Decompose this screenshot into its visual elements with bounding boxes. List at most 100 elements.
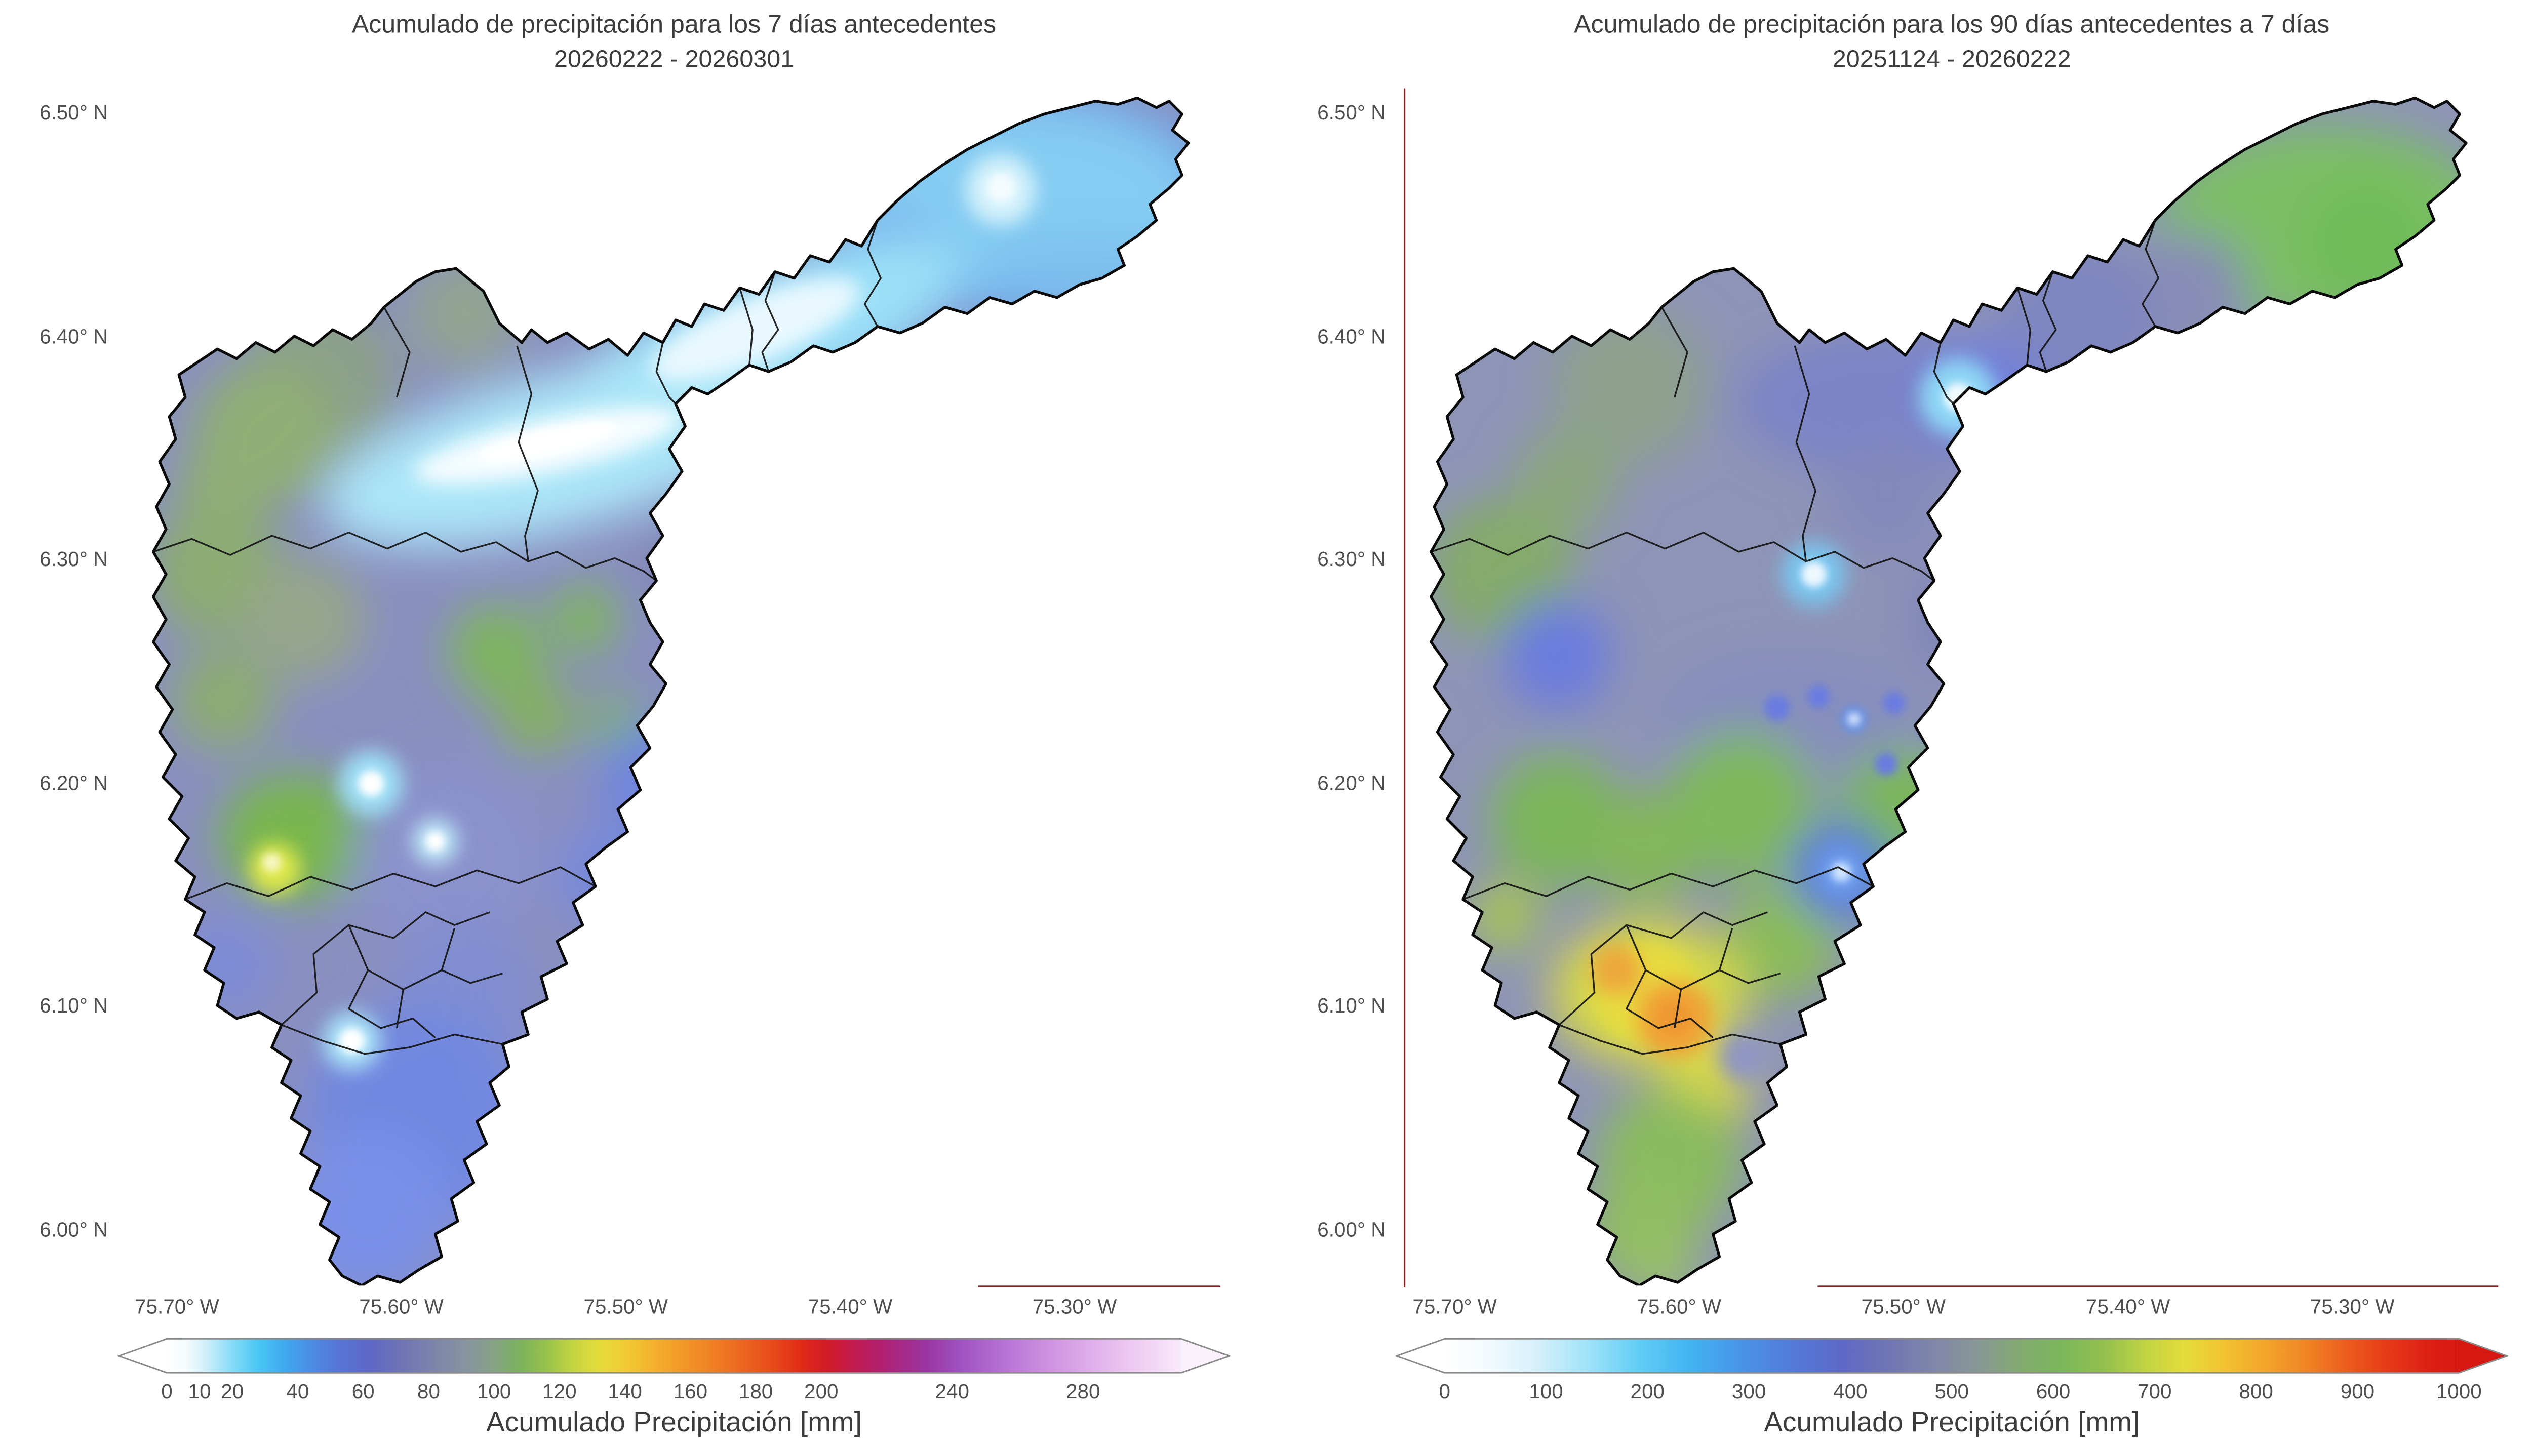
axis-spine-bottom — [1817, 1285, 2499, 1287]
field-blob — [1848, 713, 1860, 725]
colorbar-label: Acumulado Precipitación [mm] — [486, 1406, 862, 1438]
colorbar-label: Acumulado Precipitación [mm] — [1764, 1406, 2140, 1438]
y-tick-label: 6.20° N — [1317, 771, 1386, 795]
field-blob — [549, 584, 620, 655]
field-blob — [643, 526, 734, 617]
x-tick-label: 75.70° W — [135, 1295, 219, 1318]
field-blob — [1998, 241, 2159, 402]
y-tick-label: 6.10° N — [39, 995, 108, 1018]
panel-title: Acumulado de precipitación para los 7 dí… — [351, 11, 997, 39]
field-blob — [1630, 1239, 1694, 1286]
x-tick-label: 75.60° W — [1637, 1295, 1722, 1318]
field-blob — [977, 238, 1189, 309]
y-tick-label: 6.50° N — [1317, 101, 1386, 125]
field-blob — [175, 917, 272, 1014]
field-blob — [1801, 561, 1827, 587]
y-tick-label: 6.40° N — [39, 325, 108, 348]
colorbar-tick-label: 400 — [1833, 1380, 1868, 1403]
axis-spine-left — [1403, 88, 1406, 1287]
colorbar-over-arrow — [1181, 1338, 1231, 1374]
y-tick-label: 6.00° N — [1317, 1218, 1386, 1241]
panel-title: Acumulado de precipitación para los 90 d… — [1574, 11, 2330, 39]
field-blob — [2303, 177, 2431, 306]
colorbar-tick-label: 0 — [1439, 1380, 1450, 1403]
field-blob — [1553, 308, 1707, 464]
colorbar-tick-label: 280 — [1066, 1380, 1100, 1403]
colorbar-tick-label: 200 — [1630, 1380, 1665, 1403]
x-axis-tick-labels: 75.70° W 75.60° W 75.50° W 75.40° W 75.30° W — [1405, 1296, 2498, 1322]
colorbar-tick-label: 140 — [608, 1380, 642, 1403]
colorbar-tick-label: 120 — [542, 1380, 577, 1403]
x-axis-tick-labels: 75.70° W 75.60° W 75.50° W 75.40° W 75.30° W — [128, 1296, 1220, 1322]
colorbar-svg — [1395, 1338, 2508, 1374]
y-tick-label: 6.40° N — [1317, 325, 1386, 348]
colorbar-tick-label: 900 — [2340, 1380, 2375, 1403]
field-blob — [1902, 555, 2031, 684]
field-blob — [1764, 695, 1790, 721]
y-tick-label: 6.10° N — [1317, 995, 1386, 1018]
y-tick-label: 6.30° N — [1317, 548, 1386, 572]
colorbar-tick-label: 20 — [221, 1380, 244, 1403]
panel-7-dias: Acumulado de precipitación para los 7 dí… — [0, 11, 1231, 1438]
field-blob — [497, 677, 575, 755]
colorbar-tick-label: 0 — [161, 1380, 173, 1403]
field-blob — [1830, 442, 1943, 555]
x-tick-label: 75.60° W — [359, 1295, 444, 1318]
y-tick-label: 6.00° N — [39, 1218, 108, 1241]
colorbar-tick-label: 700 — [2138, 1380, 2172, 1403]
colorbar-tick-labels: 0 10 20 40 60 80 100 120 140 160 180 200 240 280 — [118, 1381, 1231, 1405]
y-tick-label: 6.50° N — [39, 101, 108, 125]
map-plot-area — [128, 88, 1220, 1285]
axis-spine-bottom — [978, 1285, 1221, 1287]
x-tick-label: 75.30° W — [2310, 1295, 2395, 1318]
field-blob — [986, 173, 1016, 203]
field-blob — [1807, 685, 1830, 708]
field-blob — [1469, 881, 1540, 953]
colorbar-tick-label: 10 — [188, 1380, 211, 1403]
field-blob — [243, 558, 365, 681]
x-tick-label: 75.50° W — [583, 1295, 668, 1318]
map-plot-area — [1405, 88, 2498, 1285]
x-tick-label: 75.40° W — [2085, 1295, 2170, 1318]
colorbar-outline — [1395, 1338, 2508, 1374]
colorbar-tick-label: 100 — [477, 1380, 511, 1403]
colorbar-over-arrow — [2459, 1338, 2508, 1374]
field-blob — [1724, 883, 1840, 999]
colorbar-tick-label: 100 — [1529, 1380, 1563, 1403]
x-tick-label: 75.40° W — [808, 1295, 893, 1318]
colorbar-tick-label: 180 — [738, 1380, 773, 1403]
colorbar — [117, 1338, 1231, 1374]
colorbar-tick-label: 800 — [2239, 1380, 2273, 1403]
x-tick-label: 75.50° W — [1861, 1295, 1946, 1318]
colorbar-tick-label: 40 — [286, 1380, 309, 1403]
field-blob — [448, 603, 544, 700]
field-blob — [477, 422, 618, 462]
colorbar-tick-label: 300 — [1731, 1380, 1766, 1403]
colorbar-tick-label: 160 — [673, 1380, 708, 1403]
colorbar-tick-label: 60 — [351, 1380, 375, 1403]
colorbar-tick-label: 240 — [935, 1380, 969, 1403]
colorbar-tick-label: 1000 — [2436, 1380, 2482, 1403]
colorbar-tick-label: 600 — [2036, 1380, 2071, 1403]
field-blob — [1668, 730, 1816, 879]
colorbar-tick-label: 200 — [804, 1380, 839, 1403]
field-blob — [1875, 753, 1897, 776]
x-tick-label: 75.70° W — [1412, 1295, 1497, 1318]
panel-subtitle-dates: 20251124 - 20260222 — [1832, 46, 2071, 74]
y-axis-tick-labels: 6.50° N 6.40° N 6.30° N 6.20° N 6.10° N 6.00°… — [0, 88, 118, 1285]
field-blob — [1934, 756, 1966, 789]
colorbar-under-arrow — [1395, 1338, 1445, 1374]
colorbar-gradient — [1444, 1338, 2459, 1374]
field-blob — [1883, 873, 1986, 977]
field-blob — [1503, 600, 1612, 710]
field-blob — [1591, 944, 1643, 996]
field-blob — [352, 764, 544, 957]
field-blob — [1514, 431, 1617, 534]
colorbar-tick-label: 80 — [417, 1380, 440, 1403]
field-blob — [172, 648, 275, 752]
colorbar — [1395, 1338, 2508, 1374]
field-blob — [1658, 1002, 1691, 1035]
field-blob — [560, 828, 657, 925]
precipitation-map — [128, 88, 1220, 1285]
colorbar-tick-label: 500 — [1934, 1380, 1969, 1403]
